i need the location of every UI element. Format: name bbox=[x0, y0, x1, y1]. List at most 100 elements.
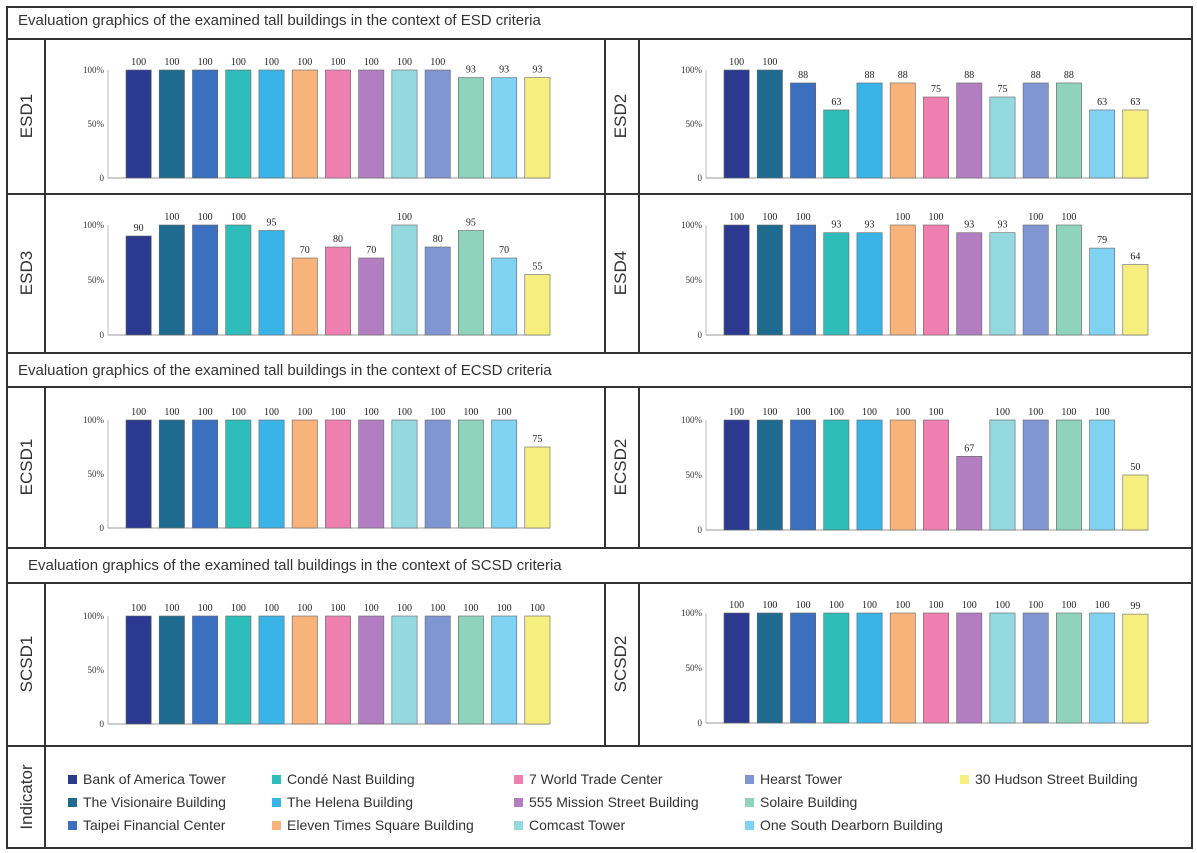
data-label: 100 bbox=[430, 603, 445, 614]
legend-title: Indicator bbox=[17, 764, 36, 830]
legend-label: The Visionaire Building bbox=[83, 794, 226, 810]
data-label: 80 bbox=[333, 234, 343, 245]
data-label: 100 bbox=[1061, 600, 1076, 611]
bar bbox=[158, 69, 185, 179]
data-label: 100 bbox=[895, 600, 910, 611]
data-label: 100 bbox=[430, 407, 445, 418]
bar bbox=[790, 82, 817, 179]
legend-swatch bbox=[745, 820, 754, 830]
data-label: 100 bbox=[796, 600, 811, 611]
chart-ecsd1-ylabel: ECSD1 bbox=[17, 438, 36, 496]
data-label: 100 bbox=[430, 57, 445, 68]
bar bbox=[325, 69, 351, 179]
bar bbox=[225, 224, 252, 336]
data-label: 93 bbox=[997, 220, 1007, 231]
data-label: 100 bbox=[164, 603, 179, 614]
bar bbox=[1022, 82, 1049, 179]
bar bbox=[1122, 613, 1149, 724]
legend-item: Bank of America Tower bbox=[68, 771, 226, 787]
bar bbox=[756, 69, 783, 179]
bar bbox=[790, 419, 817, 531]
data-label: 100 bbox=[164, 57, 179, 68]
legend-swatch bbox=[68, 774, 77, 784]
legend-item: Hearst Tower bbox=[745, 771, 842, 787]
legend-swatch bbox=[745, 797, 754, 807]
data-label: 100 bbox=[397, 212, 412, 223]
data-label: 100 bbox=[364, 603, 379, 614]
data-label: 100 bbox=[895, 212, 910, 223]
bar bbox=[291, 257, 318, 336]
legend-item: 7 World Trade Center bbox=[514, 771, 663, 787]
bar bbox=[1089, 612, 1116, 724]
legend-label: Taipei Financial Center bbox=[83, 817, 226, 833]
data-label: 67 bbox=[964, 443, 974, 454]
bar bbox=[424, 419, 451, 529]
bar bbox=[458, 77, 484, 179]
bar bbox=[889, 419, 916, 531]
data-label: 93 bbox=[831, 220, 841, 231]
y-tick-label: 0 bbox=[100, 523, 105, 533]
data-label: 99 bbox=[1130, 601, 1140, 612]
data-label: 100 bbox=[198, 212, 213, 223]
data-label: 100 bbox=[131, 407, 146, 418]
y-tick-label: 100% bbox=[83, 65, 105, 75]
bar bbox=[325, 615, 351, 725]
bar bbox=[491, 77, 518, 179]
bar bbox=[956, 232, 983, 336]
data-label: 100 bbox=[895, 407, 910, 418]
legend-item: Solaire Building bbox=[745, 794, 857, 810]
y-tick-label: 100% bbox=[681, 220, 703, 230]
y-tick-label: 50% bbox=[686, 663, 703, 673]
bar bbox=[391, 615, 418, 725]
divider bbox=[44, 582, 46, 848]
data-label: 70 bbox=[300, 245, 310, 256]
bar bbox=[258, 69, 285, 179]
data-label: 100 bbox=[862, 600, 877, 611]
legend-item: Comcast Tower bbox=[514, 817, 625, 833]
data-label: 50 bbox=[1130, 462, 1140, 473]
divider bbox=[8, 745, 1193, 747]
data-label: 95 bbox=[267, 218, 277, 229]
bar bbox=[1089, 109, 1116, 179]
data-label: 100 bbox=[762, 57, 777, 68]
data-label: 100 bbox=[829, 407, 844, 418]
bar bbox=[823, 232, 850, 336]
y-tick-label: 0 bbox=[698, 718, 703, 728]
scsd-section-title: Evaluation graphics of the examined tall… bbox=[28, 557, 562, 574]
y-tick-label: 50% bbox=[88, 469, 105, 479]
legend-item: The Helena Building bbox=[272, 794, 413, 810]
y-tick-label: 0 bbox=[698, 173, 703, 183]
bar bbox=[458, 230, 484, 336]
ecsd-section-title: Evaluation graphics of the examined tall… bbox=[18, 362, 552, 379]
data-label: 90 bbox=[134, 223, 144, 234]
legend-swatch bbox=[960, 774, 969, 784]
bar bbox=[192, 224, 219, 336]
data-label: 100 bbox=[164, 407, 179, 418]
bar bbox=[325, 246, 351, 336]
y-tick-label: 0 bbox=[100, 173, 105, 183]
legend-label: Condé Nast Building bbox=[287, 771, 415, 787]
divider bbox=[604, 38, 606, 354]
chart-scsd1-ylabel: SCSD1 bbox=[17, 635, 36, 693]
bar bbox=[1122, 109, 1149, 179]
divider bbox=[8, 193, 1193, 195]
legend-label: Bank of America Tower bbox=[83, 771, 226, 787]
data-label: 100 bbox=[463, 603, 478, 614]
bar bbox=[923, 419, 949, 531]
chart-scsd2: 0 50% 100% 100 100 100 100 100 100 100 100 100 100 10… bbox=[681, 600, 1149, 728]
data-label: 100 bbox=[1095, 600, 1110, 611]
bar bbox=[989, 232, 1016, 336]
chart-ecsd2-ylabel: ECSD2 bbox=[611, 438, 630, 496]
data-label: 75 bbox=[532, 434, 542, 445]
bar bbox=[889, 612, 916, 724]
bar bbox=[391, 69, 418, 179]
bar bbox=[158, 615, 185, 725]
legend-item: 30 Hudson Street Building bbox=[960, 771, 1138, 787]
data-label: 100 bbox=[231, 603, 246, 614]
data-label: 100 bbox=[164, 212, 179, 223]
legend-swatch bbox=[272, 820, 281, 830]
data-label: 79 bbox=[1097, 235, 1107, 246]
data-label: 100 bbox=[762, 600, 777, 611]
bar bbox=[391, 419, 418, 529]
data-label: 88 bbox=[1031, 70, 1041, 81]
